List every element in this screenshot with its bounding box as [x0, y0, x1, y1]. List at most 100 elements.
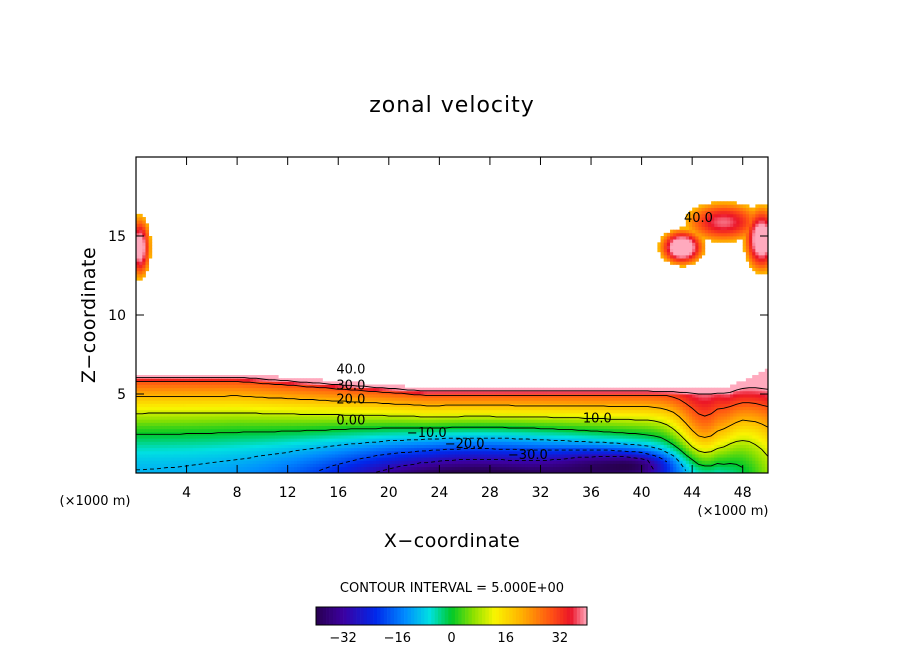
colorbar-swatch	[339, 607, 344, 625]
y-unit-label: (×1000 m)	[60, 494, 131, 509]
colorbar-swatch	[363, 607, 368, 625]
colorbar-swatch	[502, 607, 506, 625]
colorbar-swatch	[444, 607, 449, 625]
contour-lines	[136, 376, 768, 473]
x-tick-label: 8	[233, 485, 242, 501]
colorbar-swatch	[366, 607, 371, 625]
colorbar-swatch	[566, 607, 571, 625]
colorbar-swatch	[410, 607, 415, 625]
contour-interval-text: CONTOUR INTERVAL = 5.000E+00	[340, 581, 564, 596]
colorbar-swatch	[316, 607, 320, 625]
colorbar-swatch	[468, 607, 473, 625]
colorbar-swatch	[465, 607, 469, 625]
colorbar-swatch	[519, 607, 523, 625]
colorbar-swatch	[434, 607, 439, 625]
x-tick-label: 12	[279, 485, 297, 501]
contour-label: −10.0	[407, 426, 447, 441]
colorbar-swatch	[495, 607, 500, 625]
colorbar-tick-label: −32	[329, 631, 356, 646]
colorbar-swatch	[383, 607, 388, 625]
colorbar-swatch	[498, 607, 503, 625]
x-tick-label: 20	[380, 485, 398, 501]
y-axis-label: Z−coordinate	[78, 247, 100, 383]
colorbar-swatch	[532, 607, 537, 625]
contour-label: 40.0	[684, 211, 713, 226]
colorbar-swatch	[417, 607, 422, 625]
colorbar: −32 −16 0 16 32	[315, 606, 588, 646]
colorbar-swatch	[421, 607, 425, 625]
y-tick-label: 15	[108, 229, 126, 245]
colorbar-tick-label: 0	[447, 631, 455, 646]
colorbar-swatch	[478, 607, 483, 625]
colorbar-swatch	[326, 607, 330, 625]
x-tick-label: 44	[683, 485, 701, 501]
colorbar-swatch	[509, 607, 513, 625]
colorbar-swatch	[549, 607, 554, 625]
x-tick-label: 28	[481, 485, 499, 501]
contour-label: 30.0	[336, 379, 365, 394]
colorbar-swatch	[573, 607, 578, 625]
x-tick-label: 24	[430, 485, 448, 501]
x-tick-label: 40	[633, 485, 651, 501]
colorbar-swatch	[407, 607, 412, 625]
colorbar-swatch	[488, 607, 493, 625]
x-tick-label: 48	[734, 485, 752, 501]
colorbar-swatch	[390, 607, 395, 625]
contour-label: 20.0	[336, 393, 365, 408]
colorbar-swatch	[522, 607, 527, 625]
colorbar-swatch	[546, 607, 551, 625]
colorbar-tick-label: 32	[552, 631, 569, 646]
colorbar-swatch	[356, 607, 361, 625]
colorbar-swatch	[437, 607, 442, 625]
y-tick-label: 5	[117, 387, 126, 403]
colorbar-swatch	[343, 607, 347, 625]
colorbar-tick-label: 16	[497, 631, 514, 646]
colorbar-swatch	[580, 607, 584, 625]
colorbar-swatch	[380, 607, 385, 625]
contour-label: 10.0	[583, 412, 612, 427]
colorbar-swatch	[427, 607, 432, 625]
colorbar-swatch	[576, 607, 581, 625]
colorbar-swatch	[559, 607, 564, 625]
colorbar-frame	[315, 606, 588, 626]
colorbar-swatch	[458, 607, 462, 625]
colorbar-swatch	[448, 607, 452, 625]
colorbar-swatch	[563, 607, 567, 625]
x-tick-label: 36	[582, 485, 600, 501]
colorbar-swatch	[370, 607, 374, 625]
colorbar-swatch	[431, 607, 435, 625]
contour-labels: 40.030.020.00.00 10.0−10.0−20.0−30.040.0	[336, 211, 713, 463]
colorbar-swatch	[570, 607, 574, 625]
colorbar-swatch	[349, 607, 354, 625]
colorbar-swatch	[441, 607, 446, 625]
x-tick-label: 32	[532, 485, 550, 501]
colorbar-swatch	[424, 607, 429, 625]
contour-label: 0.00	[336, 413, 365, 428]
colorbar-swatch	[400, 607, 405, 625]
colorbar-swatch	[512, 607, 517, 625]
colorbar-swatch	[373, 607, 378, 625]
colorbar-swatch	[329, 607, 334, 625]
colorbar-tick-label: −16	[384, 631, 411, 646]
y-tick-label: 10	[108, 308, 126, 324]
colorbar-swatch	[451, 607, 456, 625]
contour-label: 40.0	[336, 363, 365, 378]
colorbar-swatch	[322, 607, 327, 625]
colorbar-swatch	[346, 607, 351, 625]
x-axis-label: X−coordinate	[384, 530, 520, 552]
colorbar-swatch	[539, 607, 544, 625]
colorbar-swatch	[529, 607, 534, 625]
contour-label: −30.0	[508, 448, 548, 463]
colorbar-swatch	[485, 607, 490, 625]
colorbar-swatch	[393, 607, 398, 625]
colorbar-swatch	[481, 607, 486, 625]
colorbar-swatch	[397, 607, 401, 625]
colorbar-swatch	[505, 607, 510, 625]
colorbar-swatch	[542, 607, 547, 625]
colorbar-swatch	[336, 607, 341, 625]
colorbar-swatch	[475, 607, 479, 625]
colorbar-swatch	[556, 607, 561, 625]
colorbar-swatch	[553, 607, 557, 625]
